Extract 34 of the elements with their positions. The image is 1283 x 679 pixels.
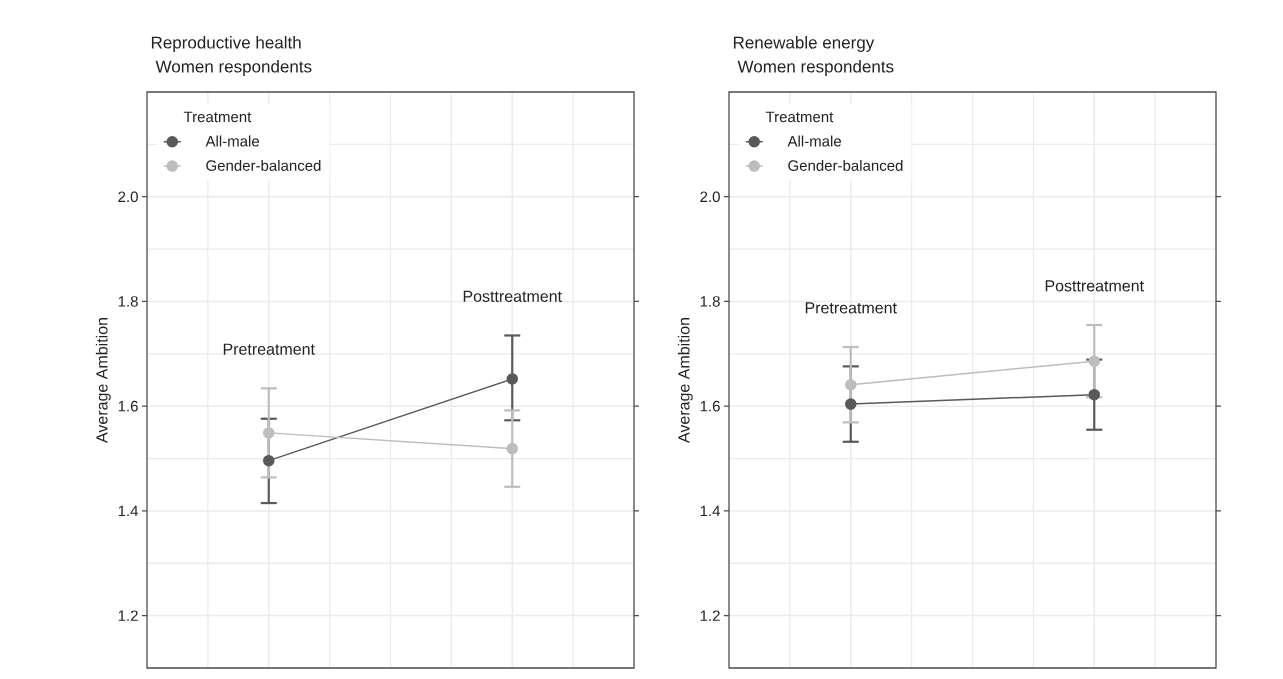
- chart-subtitle: Women respondents: [737, 60, 894, 76]
- chart-title: Reproductive health: [151, 36, 301, 52]
- y-tick-label: 1.4: [118, 505, 139, 517]
- annotation: Pretreatment: [223, 343, 315, 355]
- legend-label: Gender-balanced: [206, 159, 321, 171]
- y-axis-title: Average Ambition: [95, 318, 111, 443]
- legend-label: All-male: [205, 135, 260, 147]
- y-tick-label: 1.2: [118, 610, 138, 621]
- y-tick-label: 1.6: [700, 400, 720, 412]
- y-tick-label: 1.6: [118, 400, 138, 412]
- y-tick-label: 1.8: [700, 296, 720, 307]
- point: [263, 427, 275, 439]
- point: [506, 442, 519, 455]
- y-axis-title: Average Ambition: [677, 318, 693, 443]
- point: [506, 373, 519, 385]
- point: [1088, 355, 1100, 367]
- y-tick-label: 2.0: [700, 191, 720, 203]
- legend-label: All-male: [787, 135, 842, 147]
- legend-title: Treatment: [765, 111, 834, 123]
- chart-subtitle: Women respondents: [155, 60, 312, 76]
- point: [845, 378, 857, 391]
- point: [263, 454, 275, 467]
- legend-label: Gender-balanced: [788, 159, 903, 171]
- legend-title: Treatment: [183, 111, 252, 123]
- chart-title: Renewable energy: [733, 36, 875, 52]
- annotation: Pretreatment: [805, 302, 897, 314]
- annotation: Posttreatment: [1045, 280, 1144, 292]
- annotation: Posttreatment: [463, 290, 562, 302]
- point: [845, 398, 857, 410]
- y-tick-label: 1.8: [118, 296, 138, 307]
- y-tick-label: 1.2: [700, 610, 720, 621]
- y-tick-label: 2.0: [118, 191, 138, 203]
- y-tick-label: 1.4: [700, 505, 721, 517]
- point: [1088, 388, 1100, 401]
